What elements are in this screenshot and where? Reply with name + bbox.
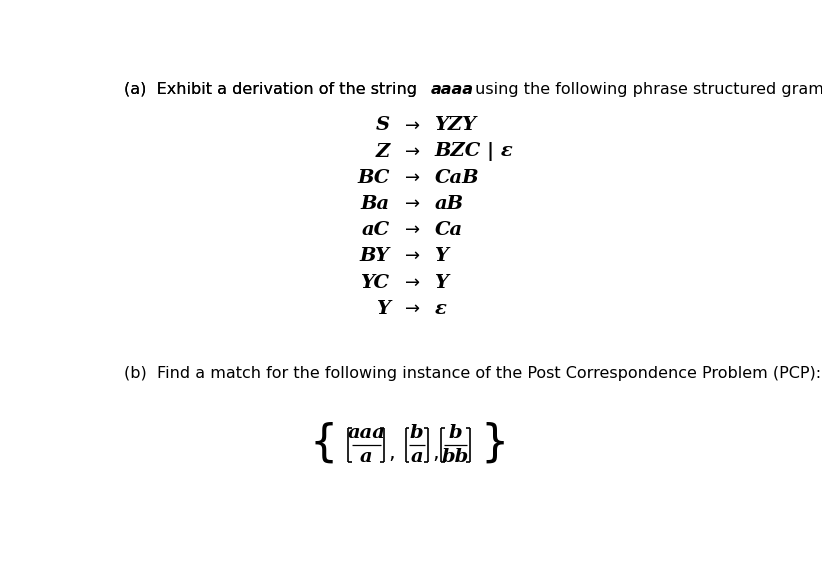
Text: →: →	[405, 248, 420, 265]
Text: Z: Z	[376, 143, 390, 161]
Text: ,: ,	[389, 443, 395, 462]
Text: BZC | ε: BZC | ε	[435, 142, 513, 161]
Text: using the following phrase structured grammar:: using the following phrase structured gr…	[469, 82, 822, 96]
Text: BY: BY	[359, 248, 390, 265]
Text: →: →	[405, 274, 420, 292]
Text: a: a	[360, 448, 372, 466]
Text: Y: Y	[376, 299, 390, 318]
Text: bb: bb	[441, 448, 469, 466]
Text: Ba: Ba	[360, 195, 390, 213]
Text: BC: BC	[357, 169, 390, 187]
Text: Y: Y	[435, 274, 448, 292]
Text: YZY: YZY	[435, 116, 477, 134]
Text: (b)  Find a match for the following instance of the Post Correspondence Problem : (b) Find a match for the following insta…	[124, 367, 821, 381]
Text: b: b	[449, 424, 462, 442]
Text: aaa: aaa	[348, 424, 386, 442]
Text: }: }	[481, 422, 509, 465]
Text: {: {	[309, 422, 338, 465]
Text: CaB: CaB	[435, 169, 479, 187]
Text: ,: ,	[432, 443, 439, 462]
Text: aB: aB	[435, 195, 464, 213]
Text: (a)  Exhibit a derivation of the string: (a) Exhibit a derivation of the string	[124, 82, 423, 96]
Text: (a)  Exhibit a derivation of the string: (a) Exhibit a derivation of the string	[124, 82, 423, 96]
Text: Ca: Ca	[435, 221, 463, 239]
Text: b: b	[410, 424, 423, 442]
Text: →: →	[405, 143, 420, 161]
Text: a: a	[410, 448, 423, 466]
Text: →: →	[405, 116, 420, 134]
Text: →: →	[405, 169, 420, 187]
Text: S: S	[376, 116, 390, 134]
Text: →: →	[405, 221, 420, 239]
Text: Y: Y	[435, 248, 448, 265]
Text: →: →	[405, 299, 420, 318]
Text: →: →	[405, 195, 420, 213]
Text: ε: ε	[435, 299, 446, 318]
Text: aaaa: aaaa	[430, 82, 473, 96]
Text: YC: YC	[361, 274, 390, 292]
Text: aC: aC	[362, 221, 390, 239]
